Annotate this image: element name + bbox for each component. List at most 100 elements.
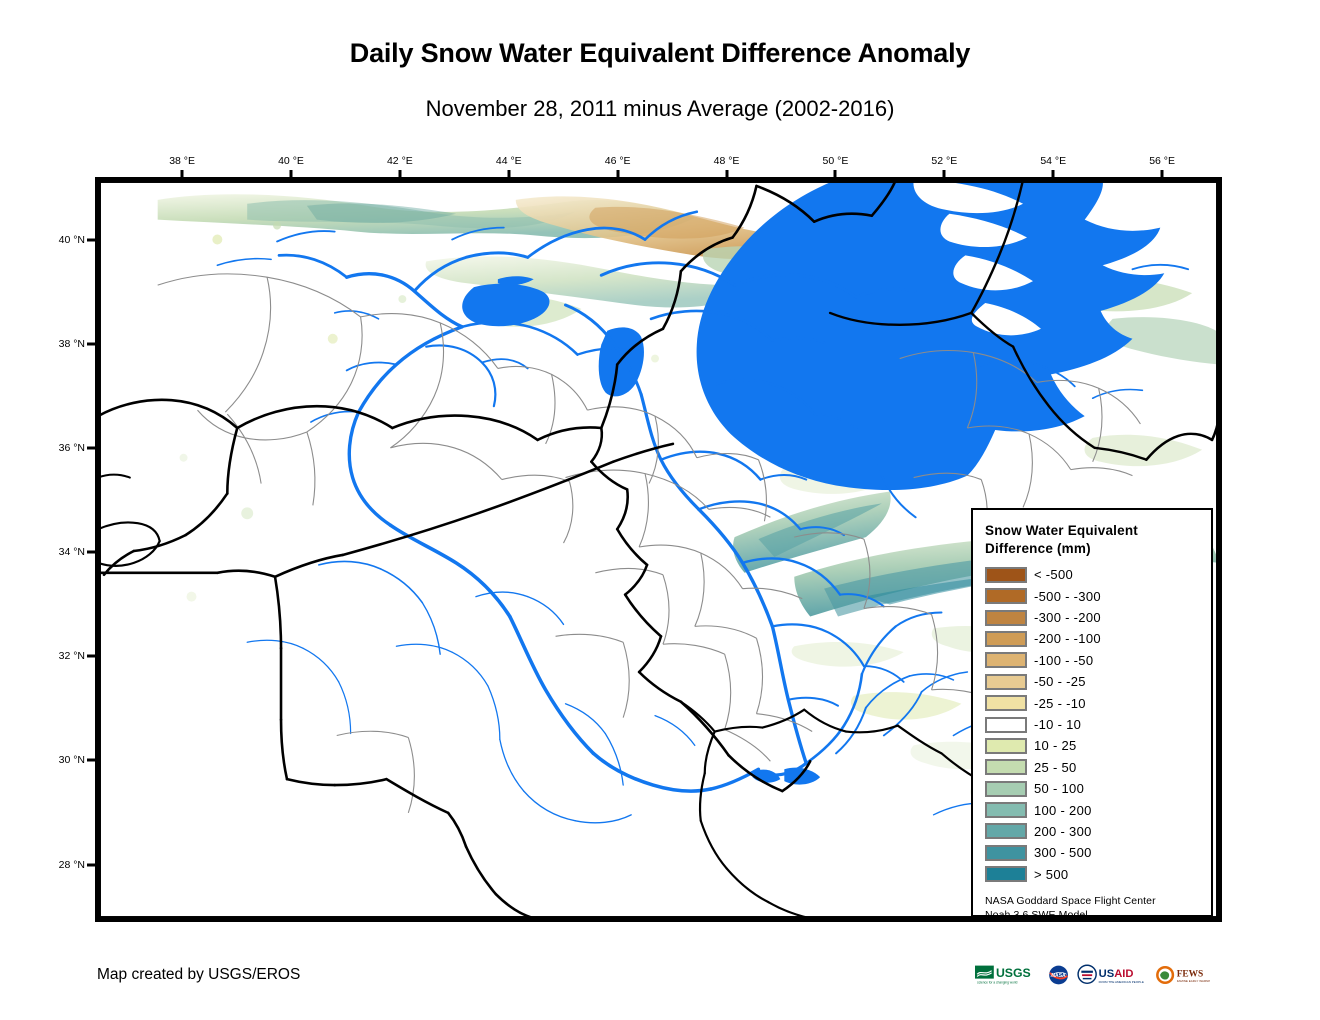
legend-label: 300 - 500 [1034, 845, 1092, 861]
lat-axis-label: 30 °N [58, 754, 85, 767]
lon-axis-tick [398, 170, 402, 178]
map-credit: Map created by USGS/EROS [97, 966, 301, 983]
legend-swatch [985, 780, 1027, 797]
lat-axis-label: 38 °N [58, 337, 85, 350]
legend-row: -500 - -300 [985, 585, 1201, 606]
page-subtitle: November 28, 2011 minus Average (2002-20… [425, 96, 895, 121]
legend-row: -50 - -25 [985, 671, 1201, 692]
legend-swatch [985, 844, 1027, 861]
legend-row: -300 - -200 [985, 607, 1201, 628]
legend-swatch [985, 588, 1027, 605]
lon-axis-tick [1051, 170, 1055, 178]
lon-axis-tick [1160, 170, 1164, 178]
legend-source-line2: Noah 3.6 SWE Model. [985, 909, 1091, 922]
lon-axis-label: 44 °E [495, 155, 522, 167]
lat-axis-label: 36 °N [58, 441, 85, 454]
agency-logos: USGS science for a changing world NASA U… [975, 956, 1210, 994]
legend-swatch [985, 566, 1027, 583]
lat-axis-tick [87, 446, 95, 450]
legend-source: NASA Goddard Space Flight Center Noah 3.… [985, 894, 1201, 922]
legend-label: > 500 [1034, 866, 1069, 882]
fewsnet-logo: FEWS FAMINE EARLY WARNING SYSTEMS NETWOR… [1156, 965, 1210, 985]
svg-text:FAMINE EARLY WARNING SYSTEMS N: FAMINE EARLY WARNING SYSTEMS NETWORK [1177, 979, 1210, 983]
legend-swatch [985, 695, 1027, 712]
legend-title: Snow Water Equivalent Difference (mm) [985, 522, 1201, 557]
legend-label: 200 - 300 [1034, 823, 1092, 839]
legend-row: 50 - 100 [985, 778, 1201, 799]
lon-axis-label: 54 °E [1040, 155, 1067, 167]
svg-text:FEWS: FEWS [1177, 969, 1204, 979]
lat-axis-tick [87, 550, 95, 554]
lon-axis-tick [289, 170, 293, 178]
lon-axis-tick [616, 170, 620, 178]
lat-axis-label: 28 °N [58, 858, 85, 871]
legend-swatch [985, 802, 1027, 819]
legend-swatch [985, 630, 1027, 647]
map-legend: Snow Water Equivalent Difference (mm) < … [971, 508, 1213, 921]
lon-axis-tick [507, 170, 511, 178]
legend-label: -50 - -25 [1034, 674, 1086, 690]
legend-swatch [985, 866, 1027, 883]
legend-label: -300 - -200 [1034, 610, 1101, 626]
legend-row: 100 - 200 [985, 799, 1201, 820]
international-borders [98, 180, 1219, 919]
legend-label: 10 - 25 [1034, 738, 1077, 754]
lat-axis-tick [87, 342, 95, 346]
svg-text:science for a changing world: science for a changing world [977, 981, 1017, 985]
page-title: Daily Snow Water Equivalent Difference A… [349, 38, 971, 68]
legend-swatch [985, 759, 1027, 776]
svg-text:USGS: USGS [996, 966, 1031, 980]
lon-axis-tick [725, 170, 729, 178]
legend-row: 300 - 500 [985, 842, 1201, 863]
legend-swatch [985, 652, 1027, 669]
lat-axis-label: 40 °N [58, 233, 85, 246]
usaid-logo: USAID FROM THE AMERICAN PEOPLE [1077, 964, 1144, 985]
legend-label: -25 - -10 [1034, 695, 1086, 711]
legend-swatch [985, 673, 1027, 690]
svg-text:USAID: USAID [1099, 968, 1134, 980]
legend-label: -200 - -100 [1034, 631, 1101, 647]
legend-swatch [985, 609, 1027, 626]
legend-title-line2: Difference (mm) [985, 540, 1091, 556]
legend-row: -10 - 10 [985, 714, 1201, 735]
lon-axis-label: 46 °E [604, 155, 631, 167]
legend-title-line1: Snow Water Equivalent [985, 523, 1138, 538]
legend-label: -10 - 10 [1034, 717, 1082, 733]
legend-row: 25 - 50 [985, 757, 1201, 778]
lon-axis-label: 56 °E [1149, 155, 1176, 167]
lon-axis-tick [833, 170, 837, 178]
lat-axis-label: 32 °N [58, 650, 85, 663]
lon-axis-label: 52 °E [931, 155, 958, 167]
map-border [98, 180, 1219, 919]
lat-axis-tick [87, 758, 95, 762]
lon-axis-label: 42 °E [386, 155, 413, 167]
legend-label: 25 - 50 [1034, 759, 1077, 775]
lon-axis-tick [180, 170, 184, 178]
usgs-logo: USGS science for a changing world [975, 965, 1031, 985]
svg-text:FROM THE AMERICAN PEOPLE: FROM THE AMERICAN PEOPLE [1099, 980, 1144, 984]
legend-entries: < -500 -500 - -300 -300 - -200 -200 - -100 -… [985, 564, 1201, 885]
lon-axis-label: 48 °E [713, 155, 740, 167]
legend-row: -100 - -50 [985, 650, 1201, 671]
legend-swatch [985, 737, 1027, 754]
legend-swatch [985, 716, 1027, 733]
lon-axis-label: 38 °E [169, 155, 196, 167]
legend-label: < -500 [1034, 567, 1074, 583]
lon-axis-tick [942, 170, 946, 178]
legend-source-line1: NASA Goddard Space Flight Center [985, 894, 1156, 907]
legend-row: -200 - -100 [985, 628, 1201, 649]
lat-axis-tick [87, 863, 95, 867]
nasa-logo: NASA [1049, 965, 1069, 985]
legend-row: -25 - -10 [985, 692, 1201, 713]
lat-axis-label: 34 °N [58, 546, 85, 559]
lat-axis-tick [87, 654, 95, 658]
legend-row: 10 - 25 [985, 735, 1201, 756]
lon-axis-label: 40 °E [278, 155, 304, 167]
legend-row: < -500 [985, 564, 1201, 585]
svg-text:NASA: NASA [1051, 973, 1066, 979]
legend-row: > 500 [985, 864, 1201, 885]
lon-axis-label: 50 °E [822, 155, 849, 167]
legend-label: -500 - -300 [1034, 588, 1101, 604]
legend-label: 100 - 200 [1034, 802, 1092, 818]
legend-swatch [985, 823, 1027, 840]
